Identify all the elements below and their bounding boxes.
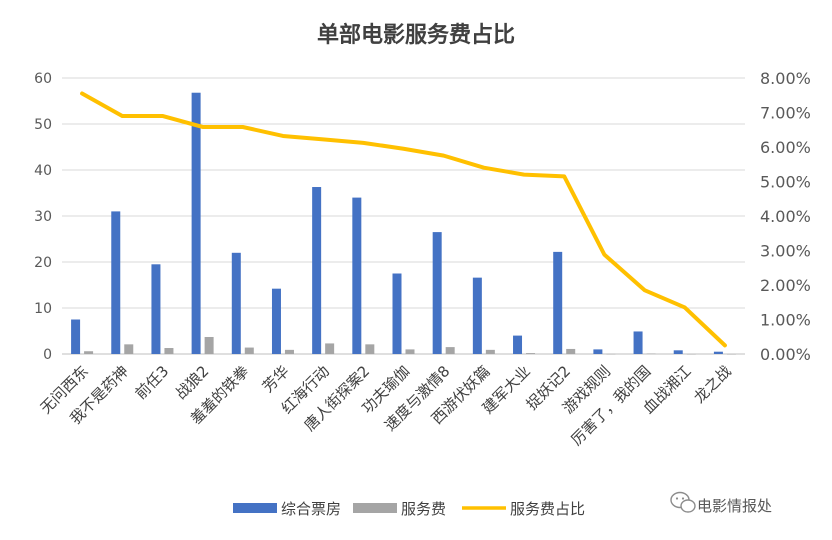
bar-box-office [392, 273, 402, 354]
legend-label-fee-ratio: 服务费占比 [510, 500, 585, 518]
line-series [80, 91, 727, 348]
bar-service-fee [445, 347, 455, 354]
right-tick-label: 3.00% [760, 242, 811, 261]
bar-box-office [191, 92, 201, 354]
bar-box-office [352, 197, 362, 354]
left-tick-label: 40 [34, 163, 52, 179]
legend-label-box-office: 综合票房 [281, 500, 341, 518]
bar-service-fee [686, 353, 696, 355]
bar-box-office [111, 211, 121, 354]
right-tick-label: 0.00% [760, 345, 811, 364]
bar-box-office [713, 351, 723, 354]
bar-box-office [513, 335, 523, 354]
bar-box-office [151, 264, 161, 354]
legend: 综合票房 服务费 服务费占比 [233, 500, 585, 518]
gridlines [62, 77, 745, 355]
bar-service-fee [124, 344, 134, 354]
bar-box-office [432, 232, 442, 354]
bar-service-fee [485, 349, 495, 354]
legend-swatch-service-fee [353, 503, 397, 513]
bar-service-fee [164, 348, 174, 354]
bar-service-fee [244, 347, 254, 354]
right-tick-label: 2.00% [760, 276, 811, 295]
bar-service-fee [204, 336, 214, 354]
bar-service-fee [646, 353, 656, 355]
right-axis-ticks: 0.00% 1.00% 2.00% 3.00% 4.00% 5.00% 6.00% 7.00%… [760, 69, 811, 364]
left-tick-label: 20 [34, 255, 52, 271]
legend-label-service-fee: 服务费 [401, 500, 446, 518]
left-tick-label: 10 [34, 301, 52, 317]
bar-box-office [593, 349, 603, 354]
bar-service-fee [526, 353, 536, 354]
bar-service-fee [325, 343, 335, 354]
legend-swatch-box-office [233, 503, 277, 513]
chart-title: 单部电影服务费占比 [317, 22, 515, 48]
right-tick-label: 1.00% [760, 311, 811, 330]
bar-box-office [472, 277, 482, 354]
bar-service-fee [606, 353, 616, 355]
bar-box-office [673, 350, 683, 354]
right-tick-label: 7.00% [760, 104, 811, 123]
bar-service-fee [284, 349, 294, 354]
right-tick-label: 8.00% [760, 69, 811, 88]
left-tick-label: 0 [43, 347, 52, 363]
left-tick-label: 30 [34, 209, 52, 225]
watermark: 电影情报处 [670, 491, 772, 515]
wechat-icon [670, 491, 696, 513]
bar-box-office [312, 187, 322, 354]
bar-box-office [71, 319, 81, 354]
category-label: 芳华 [259, 362, 293, 396]
bar-box-office [633, 331, 643, 354]
right-tick-label: 5.00% [760, 173, 811, 192]
bar-service-fee [405, 349, 415, 354]
watermark-text: 电影情报处 [697, 497, 772, 515]
left-tick-label: 50 [34, 117, 52, 133]
left-tick-label: 60 [34, 71, 52, 87]
bar-service-fee [566, 348, 576, 354]
bar-marks [71, 92, 736, 355]
category-label: 前任3 [132, 362, 173, 403]
left-axis-ticks: 0 10 20 30 40 50 60 [34, 71, 52, 363]
right-tick-label: 4.00% [760, 207, 811, 226]
bar-service-fee [726, 353, 736, 355]
bar-service-fee [84, 351, 94, 354]
right-tick-label: 6.00% [760, 138, 811, 157]
bar-service-fee [365, 344, 375, 354]
bar-box-office [271, 288, 281, 354]
category-label: 龙之战 [690, 362, 735, 407]
bar-box-office [553, 251, 563, 354]
bar-box-office [231, 252, 241, 354]
